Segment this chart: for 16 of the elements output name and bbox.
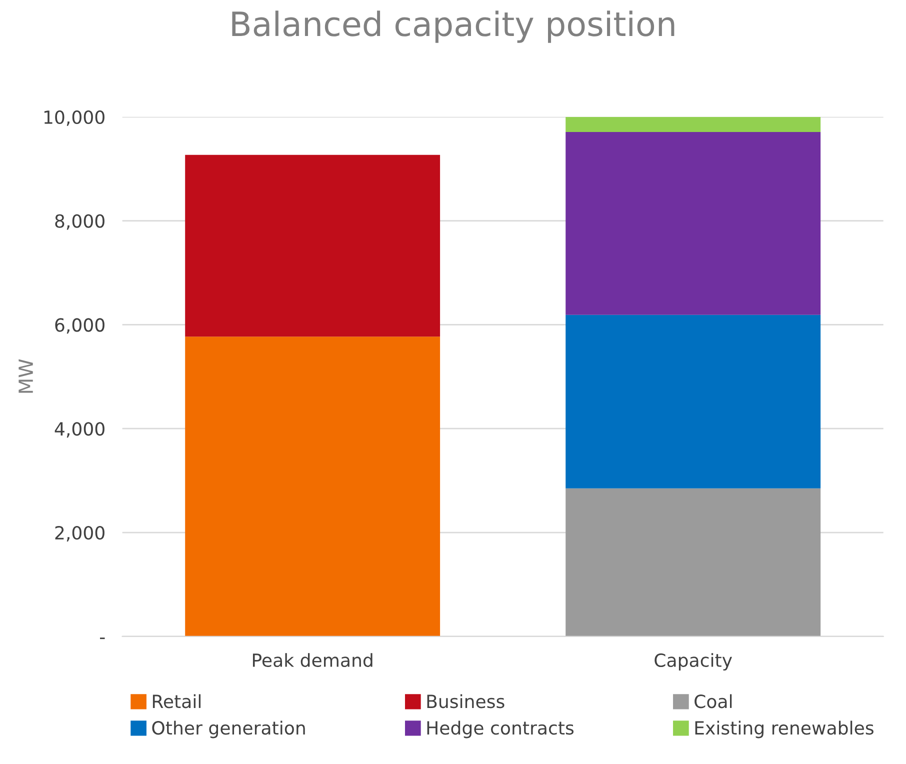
y-tick-label: 10,000 (44, 110, 104, 126)
legend-label: Existing renewables (695, 720, 874, 738)
y-tick-label: - (100, 638, 105, 640)
legend-label: Hedge contracts (427, 720, 574, 738)
y-tick-label: 2,000 (55, 526, 104, 542)
legend-label: Coal (694, 694, 732, 708)
x-tick-label: Peak demand (252, 653, 372, 668)
chart-title: Balanced capacity position (232, 10, 674, 43)
y-tick-label: 4,000 (54, 422, 104, 438)
x-tick-label: Capacity (654, 653, 732, 671)
legend-label: Business (427, 694, 504, 708)
legend-label: Other generation (152, 720, 305, 738)
y-axis-title: MW (18, 359, 33, 393)
legend-label: Retail (152, 694, 201, 708)
y-tick-label: 8,000 (55, 214, 104, 230)
y-tick-label: 6,000 (55, 318, 104, 334)
